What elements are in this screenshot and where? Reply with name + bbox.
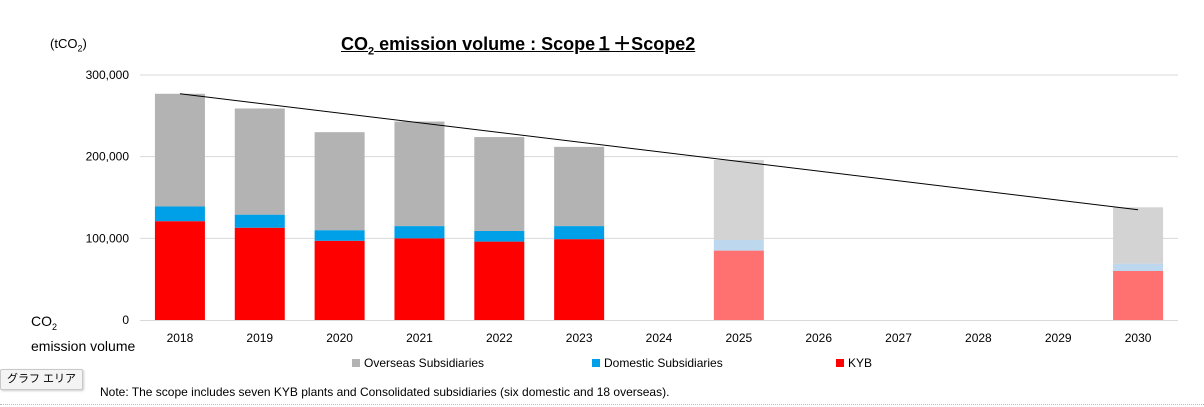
x-tick-label: 2030 bbox=[1125, 331, 1152, 345]
bar-overseas-subsidiaries bbox=[234, 108, 285, 215]
x-tick-label: 2027 bbox=[885, 331, 912, 345]
bar-overseas-subsidiaries bbox=[554, 146, 605, 227]
legend-swatch bbox=[592, 359, 600, 367]
page-break-divider bbox=[0, 404, 1204, 405]
bar-domestic-subsidiaries bbox=[554, 226, 605, 240]
unit-label: (tCO2) bbox=[50, 36, 87, 54]
legend-label: KYB bbox=[848, 356, 873, 370]
bar-kyb bbox=[554, 239, 605, 320]
chart-title: CO2 emission volume : Scope１＋Scope2 bbox=[341, 34, 696, 58]
legend-item: Domestic Subsidiaries bbox=[592, 356, 723, 370]
legend-label: Overseas Subsidiaries bbox=[364, 356, 485, 370]
legend-swatch bbox=[352, 359, 360, 367]
bar-overseas-subsidiaries bbox=[314, 132, 365, 231]
bar-kyb bbox=[234, 227, 285, 320]
bar-kyb bbox=[314, 240, 365, 320]
x-tick-label: 2024 bbox=[646, 331, 673, 345]
bar-kyb bbox=[394, 238, 445, 320]
y-tick-label: 200,000 bbox=[86, 150, 130, 164]
legend-item: KYB bbox=[836, 356, 872, 370]
bar-domestic-subsidiaries bbox=[154, 206, 205, 222]
bar-kyb bbox=[474, 241, 525, 320]
bar-overseas-subsidiaries bbox=[154, 93, 205, 207]
bar-overseas-subsidiaries bbox=[394, 121, 445, 227]
x-tick-label: 2019 bbox=[246, 331, 273, 345]
bar-overseas-subsidiaries bbox=[1113, 207, 1164, 264]
x-tick-label: 2029 bbox=[1045, 331, 1072, 345]
x-tick-label: 2026 bbox=[805, 331, 832, 345]
x-tick-label: 2018 bbox=[167, 331, 194, 345]
x-tick-label: 2023 bbox=[566, 331, 593, 345]
legend-swatch bbox=[836, 359, 844, 367]
chart-note: Note: The scope includes seven KYB plant… bbox=[100, 385, 670, 399]
bar-domestic-subsidiaries bbox=[713, 239, 764, 251]
bar-kyb bbox=[713, 250, 764, 320]
x-tick-label: 2028 bbox=[965, 331, 992, 345]
y-tick-label: 300,000 bbox=[86, 68, 130, 82]
bar-overseas-subsidiaries bbox=[713, 159, 764, 240]
x-tick-label: 2021 bbox=[406, 331, 433, 345]
bar-domestic-subsidiaries bbox=[1113, 263, 1164, 271]
trend-line bbox=[179, 93, 1139, 211]
legend-label: Domestic Subsidiaries bbox=[604, 356, 723, 370]
legend-item: Overseas Subsidiaries bbox=[352, 356, 484, 370]
bar-domestic-subsidiaries bbox=[394, 226, 445, 239]
y-axis-label: CO2 emission volume bbox=[31, 313, 136, 354]
bar-domestic-subsidiaries bbox=[234, 214, 285, 228]
x-tick-label: 2020 bbox=[326, 331, 353, 345]
x-tick-label: 2025 bbox=[725, 331, 752, 345]
bar-domestic-subsidiaries bbox=[314, 230, 365, 241]
bar-kyb bbox=[1113, 271, 1164, 320]
y-tick-label: 100,000 bbox=[86, 231, 130, 245]
y-tick-label: 0 bbox=[122, 313, 129, 327]
x-tick-label: 2022 bbox=[486, 331, 513, 345]
bar-overseas-subsidiaries bbox=[474, 137, 525, 231]
bar-domestic-subsidiaries bbox=[474, 230, 525, 242]
graph-area-tag: グラフ エリア bbox=[0, 369, 84, 390]
bar-kyb bbox=[154, 221, 205, 320]
